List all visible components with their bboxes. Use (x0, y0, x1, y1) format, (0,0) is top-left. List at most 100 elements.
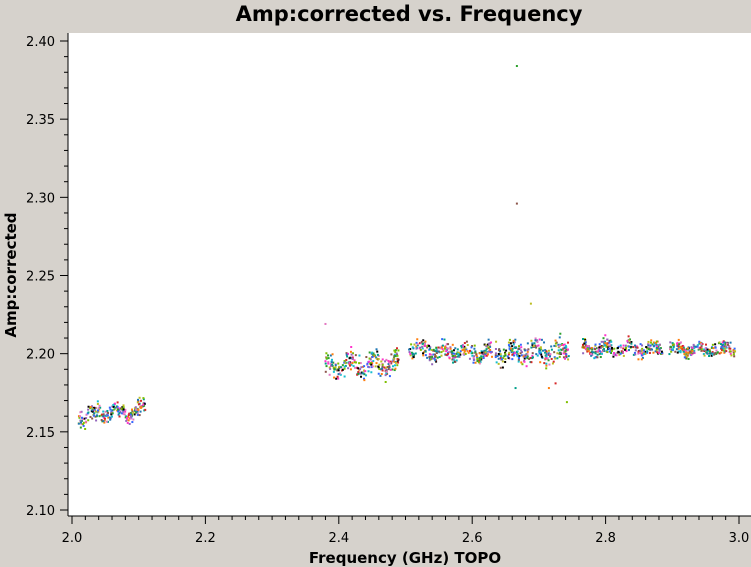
data-point (696, 345, 699, 348)
data-point (622, 344, 625, 347)
data-point (540, 353, 543, 356)
data-point (390, 353, 393, 356)
data-point (503, 355, 506, 358)
data-point (562, 347, 565, 350)
data-point (605, 345, 608, 348)
data-point (652, 341, 655, 344)
data-point (351, 357, 354, 360)
data-point (357, 371, 360, 374)
data-point (361, 365, 364, 368)
data-point (724, 343, 727, 346)
data-point (676, 344, 679, 347)
data-point (622, 347, 625, 350)
data-point (392, 357, 395, 360)
y-tick-label: 2.40 (26, 35, 55, 50)
data-point (100, 419, 103, 422)
data-point (649, 349, 652, 352)
data-point (429, 358, 432, 361)
data-point (700, 343, 703, 346)
data-point (518, 354, 521, 357)
data-point (346, 355, 349, 358)
data-point (381, 365, 384, 368)
data-point (452, 361, 455, 364)
data-point (96, 402, 99, 405)
data-point (120, 407, 123, 410)
data-point (124, 410, 127, 413)
data-point (729, 350, 732, 353)
data-point (644, 350, 647, 353)
data-point (511, 347, 514, 350)
data-point (508, 338, 511, 341)
data-point (118, 408, 121, 411)
data-point (652, 351, 655, 354)
data-point (372, 352, 375, 355)
data-point (644, 352, 647, 355)
data-point (516, 353, 519, 356)
data-point (531, 352, 534, 355)
data-point (332, 370, 335, 373)
data-point (415, 345, 418, 348)
data-point (377, 365, 380, 368)
data-point (624, 344, 627, 347)
data-point (567, 355, 570, 358)
data-point (339, 366, 342, 369)
data-point (343, 375, 346, 378)
data-point (635, 345, 638, 348)
data-point (436, 350, 439, 353)
data-point (530, 361, 533, 364)
x-tick-label: 3.0 (729, 531, 750, 546)
data-point (733, 347, 736, 350)
data-point (696, 344, 699, 347)
data-point (325, 356, 328, 359)
data-point (416, 343, 419, 346)
y-axis-label: Amp:corrected (2, 212, 20, 337)
data-point (647, 344, 650, 347)
data-point (526, 353, 529, 356)
data-point (526, 349, 529, 352)
data-point (587, 350, 590, 353)
data-point (138, 414, 141, 417)
data-point (338, 365, 341, 368)
data-point (553, 356, 556, 359)
data-point (487, 350, 490, 353)
y-tick-label: 2.25 (26, 270, 55, 285)
data-point (708, 348, 711, 351)
data-point (538, 352, 541, 355)
data-point (583, 346, 586, 349)
data-point (558, 352, 561, 355)
data-point (507, 341, 510, 344)
data-point (380, 373, 383, 376)
data-point (327, 362, 330, 365)
data-point (473, 344, 476, 347)
data-point (434, 355, 437, 358)
data-point (464, 352, 467, 355)
data-point (111, 405, 114, 408)
data-point (591, 348, 594, 351)
data-point (714, 346, 717, 349)
data-point (329, 367, 332, 370)
data-point (521, 363, 524, 366)
data-point (127, 419, 130, 422)
data-point (80, 423, 83, 426)
data-point (434, 350, 437, 353)
data-point (453, 352, 456, 355)
data-point (126, 415, 129, 418)
data-point (480, 350, 483, 353)
data-point (107, 416, 110, 419)
data-point (122, 406, 125, 409)
data-point (451, 350, 454, 353)
data-point (455, 352, 458, 355)
data-point (518, 356, 521, 359)
data-point (661, 351, 664, 354)
data-point (426, 344, 429, 347)
data-point (603, 344, 606, 347)
data-point (376, 350, 379, 353)
data-point (474, 361, 477, 364)
data-point (489, 351, 492, 354)
axes: 2.10 2.15 2.20 2.25 2.30 2.35 2.40 2.0 2.2 2.4 2.6… (26, 33, 751, 546)
x-tick-label: 2.6 (462, 531, 483, 546)
data-point (559, 344, 562, 347)
data-point (655, 340, 658, 343)
data-point (627, 349, 630, 352)
data-point (474, 351, 477, 354)
